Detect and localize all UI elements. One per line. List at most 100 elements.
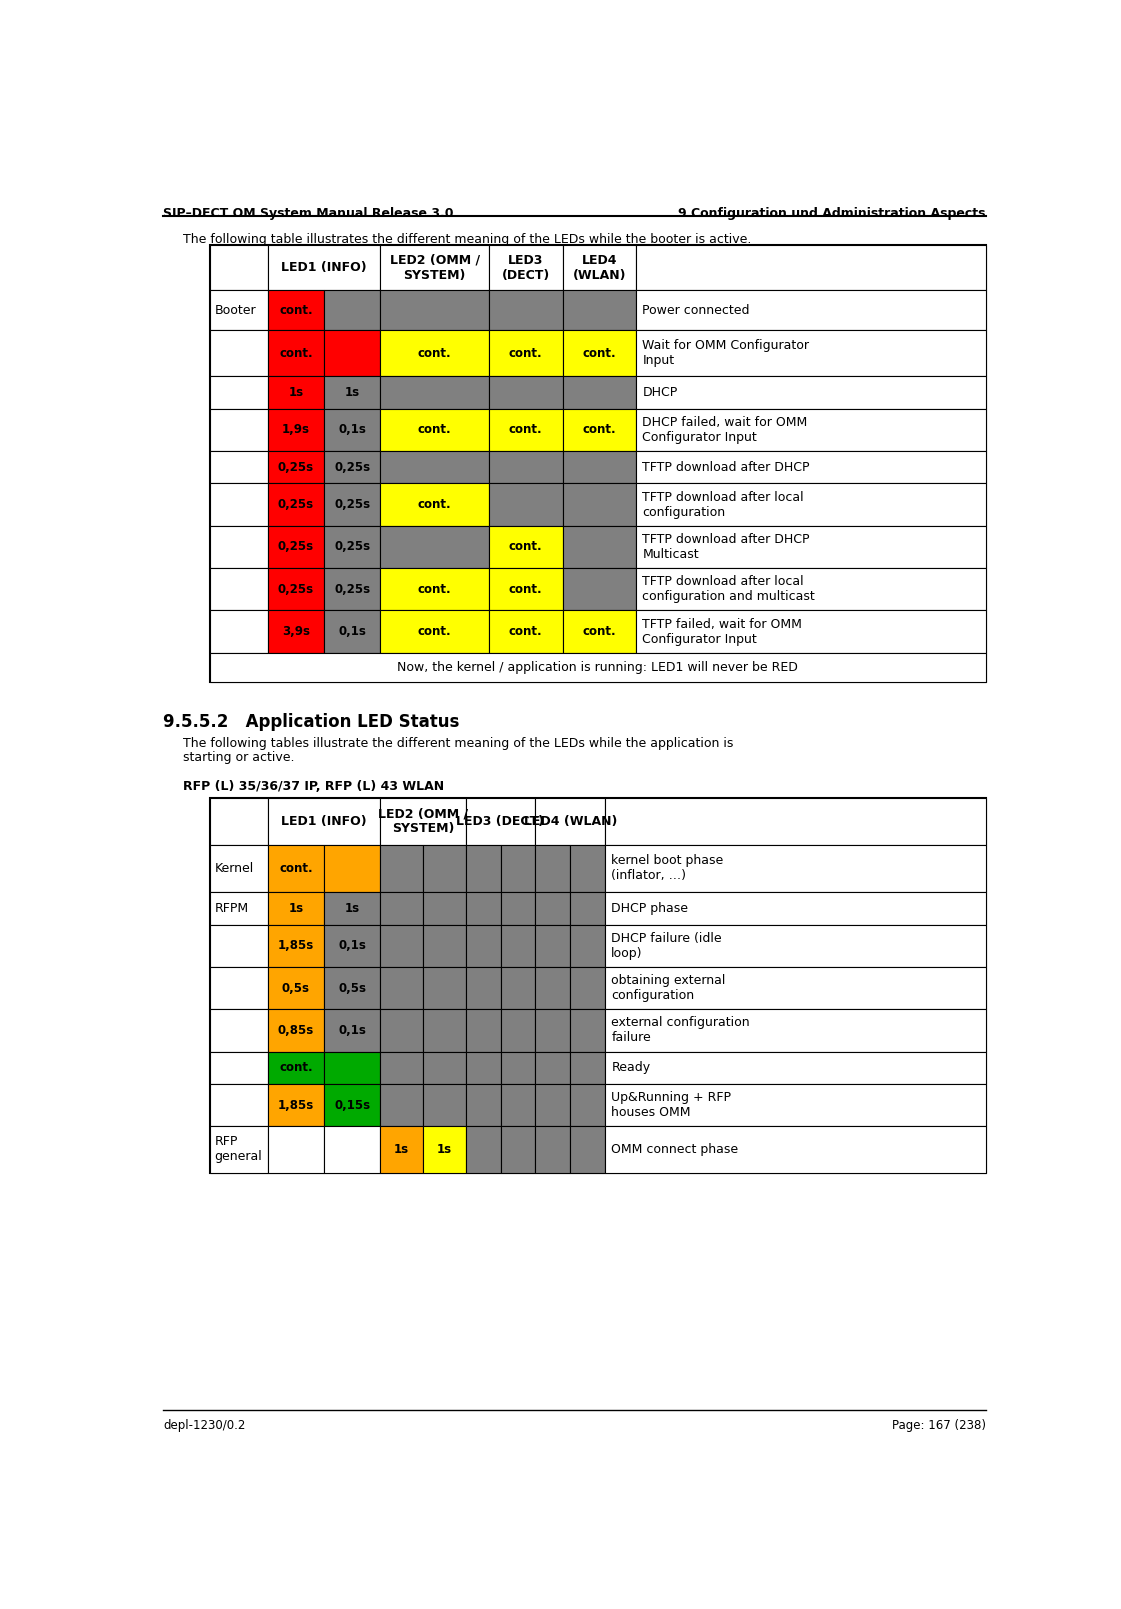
Bar: [324, 377, 380, 409]
Bar: [380, 568, 489, 610]
Bar: [489, 483, 563, 526]
Bar: [605, 1052, 985, 1084]
Bar: [210, 246, 268, 290]
Bar: [324, 845, 380, 893]
Text: 1s: 1s: [437, 1142, 452, 1155]
Text: 0,1s: 0,1s: [339, 940, 367, 953]
Text: 1,85s: 1,85s: [278, 940, 314, 953]
Bar: [536, 967, 571, 1009]
Bar: [268, 246, 380, 290]
Bar: [500, 925, 536, 967]
Bar: [489, 451, 563, 483]
Bar: [210, 1084, 268, 1126]
Text: LED4 (WLAN): LED4 (WLAN): [524, 814, 617, 829]
Bar: [605, 925, 985, 967]
Text: cont.: cont.: [279, 1062, 313, 1075]
Bar: [268, 290, 324, 330]
Text: cont.: cont.: [509, 582, 543, 595]
Bar: [423, 845, 465, 893]
Bar: [268, 967, 324, 1009]
Bar: [536, 798, 605, 845]
Text: TFTP download after local
configuration: TFTP download after local configuration: [642, 491, 804, 518]
Bar: [465, 1126, 500, 1173]
Bar: [571, 925, 605, 967]
Bar: [465, 845, 500, 893]
Text: RFP (L) 35/36/37 IP, RFP (L) 43 WLAN: RFP (L) 35/36/37 IP, RFP (L) 43 WLAN: [183, 780, 444, 793]
Bar: [210, 377, 268, 409]
Bar: [571, 845, 605, 893]
Text: LED4
(WLAN): LED4 (WLAN): [573, 254, 626, 282]
Bar: [210, 290, 268, 330]
Bar: [324, 1052, 380, 1084]
Bar: [465, 1084, 500, 1126]
Text: 0,5s: 0,5s: [339, 981, 367, 994]
Text: LED2 (OMM /
SYSTEM): LED2 (OMM / SYSTEM): [390, 254, 480, 282]
Bar: [380, 1084, 423, 1126]
Bar: [536, 1052, 571, 1084]
Bar: [268, 1084, 324, 1126]
Text: 1,85s: 1,85s: [278, 1099, 314, 1112]
Bar: [423, 1126, 465, 1173]
Bar: [423, 1084, 465, 1126]
Bar: [605, 845, 985, 893]
Bar: [605, 798, 985, 845]
Bar: [324, 409, 380, 451]
Text: cont.: cont.: [583, 624, 617, 639]
Text: Up&Running + RFP
houses OMM: Up&Running + RFP houses OMM: [611, 1091, 731, 1120]
Text: 0,25s: 0,25s: [334, 499, 370, 512]
Bar: [380, 925, 423, 967]
Text: cont.: cont.: [509, 423, 543, 436]
Bar: [563, 526, 636, 568]
Bar: [380, 451, 489, 483]
Text: 0,25s: 0,25s: [334, 582, 370, 595]
Text: cont.: cont.: [509, 348, 543, 360]
Bar: [536, 925, 571, 967]
Bar: [380, 798, 465, 845]
Bar: [380, 1126, 423, 1173]
Bar: [465, 967, 500, 1009]
Bar: [500, 1126, 536, 1173]
Bar: [571, 893, 605, 925]
Bar: [605, 893, 985, 925]
Text: Booter: Booter: [214, 304, 257, 317]
Text: OMM connect phase: OMM connect phase: [611, 1142, 739, 1155]
Text: 0,25s: 0,25s: [278, 499, 314, 512]
Text: TFTP failed, wait for OMM
Configurator Input: TFTP failed, wait for OMM Configurator I…: [642, 618, 803, 645]
Bar: [605, 1009, 985, 1052]
Bar: [500, 845, 536, 893]
Bar: [268, 893, 324, 925]
Bar: [210, 1052, 268, 1084]
Bar: [563, 409, 636, 451]
Bar: [636, 483, 985, 526]
Text: LED3 (DECT): LED3 (DECT): [456, 814, 545, 829]
Text: TFTP download after DHCP
Multicast: TFTP download after DHCP Multicast: [642, 533, 809, 562]
Bar: [465, 893, 500, 925]
Bar: [324, 893, 380, 925]
Bar: [380, 483, 489, 526]
Bar: [268, 1052, 324, 1084]
Bar: [489, 610, 563, 653]
Bar: [605, 1126, 985, 1173]
Text: external configuration
failure: external configuration failure: [611, 1017, 750, 1044]
Bar: [563, 377, 636, 409]
Bar: [636, 451, 985, 483]
Text: LED1 (INFO): LED1 (INFO): [281, 261, 367, 274]
Bar: [210, 330, 268, 377]
Bar: [489, 246, 563, 290]
Text: 1s: 1s: [288, 903, 304, 916]
Bar: [380, 246, 489, 290]
Bar: [571, 1052, 605, 1084]
Bar: [489, 526, 563, 568]
Bar: [324, 1084, 380, 1126]
Text: LED3
(DECT): LED3 (DECT): [501, 254, 549, 282]
Text: Power connected: Power connected: [642, 304, 750, 317]
Bar: [380, 526, 489, 568]
Text: RFPM: RFPM: [214, 903, 249, 916]
Bar: [268, 1009, 324, 1052]
Text: cont.: cont.: [418, 499, 452, 512]
Text: Now, the kernel / application is running: LED1 will never be RED: Now, the kernel / application is running…: [397, 661, 798, 674]
Bar: [536, 1126, 571, 1173]
Text: 0,5s: 0,5s: [281, 981, 309, 994]
Bar: [210, 246, 985, 682]
Bar: [536, 845, 571, 893]
